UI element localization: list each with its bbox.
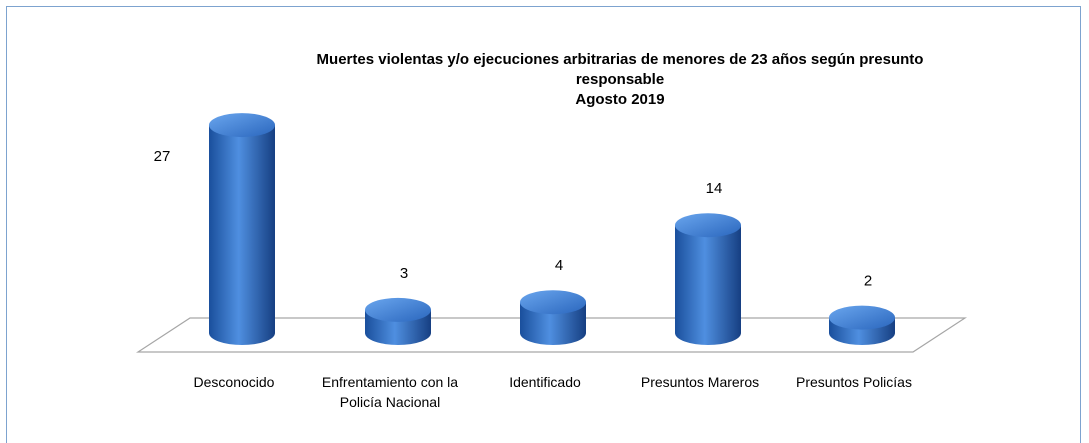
- bar: [675, 213, 741, 345]
- x-tick-label: Presuntos Mareros: [640, 374, 760, 390]
- data-label: 27: [154, 148, 171, 165]
- bar: [829, 305, 895, 345]
- x-tick-label: Presuntos Policías: [796, 374, 912, 390]
- bar-top: [520, 290, 586, 315]
- bar-top: [829, 305, 895, 330]
- data-label: 3: [400, 265, 408, 282]
- title: Muertes violentas y/o ejecuciones arbitr…: [316, 51, 924, 88]
- bar-top: [675, 213, 741, 238]
- data-label: 4: [555, 257, 563, 274]
- x-tick-label: Desconocido: [193, 374, 275, 390]
- bar-top: [209, 113, 275, 138]
- x-tick-label: Enfrentamiento con la Policía Nacional: [321, 374, 459, 410]
- bar: [209, 113, 275, 345]
- bar-body: [520, 302, 586, 345]
- bar: [520, 290, 586, 345]
- bar-body: [675, 225, 741, 345]
- data-label: 2: [864, 273, 872, 290]
- x-tick-label: Identificado: [509, 374, 581, 390]
- bar-top: [365, 297, 431, 322]
- chart-title: Muertes violentas y/o ejecuciones arbitr…: [300, 50, 940, 110]
- data-label: 14: [706, 180, 723, 197]
- subtitle: Agosto 2019: [575, 91, 665, 108]
- bar: [365, 297, 431, 345]
- frame: [6, 6, 1081, 443]
- bar-body: [209, 125, 275, 345]
